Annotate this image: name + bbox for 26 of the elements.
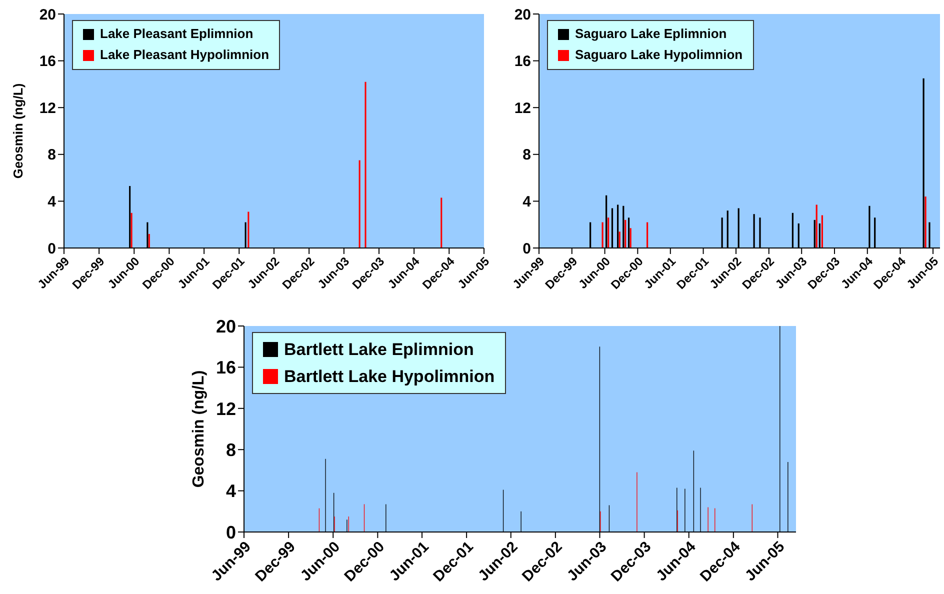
y-tick-label: 4: [48, 194, 57, 211]
y-tick-label: 20: [39, 6, 56, 24]
legend-label: Lake Pleasant Hypolimnion: [100, 46, 270, 64]
y-tick-label: 8: [522, 146, 531, 164]
y-tick-label: 4: [226, 481, 236, 502]
legend-label: Saguaro Lake Eplimnion: [575, 25, 727, 43]
legend-label: Lake Pleasant Eplimnion: [100, 25, 254, 43]
y-tick-label: 0: [48, 240, 56, 258]
legend-label: Saguaro Lake Hypolimnion: [575, 46, 743, 64]
y-tick-label: 0: [226, 522, 236, 542]
y-tick-label: 16: [39, 53, 56, 70]
y-tick-label: 12: [216, 398, 236, 419]
y-tick-label: 0: [522, 240, 531, 258]
y-tick-label: 16: [514, 53, 531, 70]
y-tick-label: 12: [39, 100, 56, 117]
y-tick-label: 8: [226, 440, 236, 460]
legend-label: Bartlett Lake Eplimnion: [284, 339, 474, 361]
y-tick-label: 20: [514, 6, 531, 24]
y-tick-label: 4: [522, 194, 532, 211]
legend-label: Bartlett Lake Hypolimnion: [284, 366, 495, 388]
y-tick-label: 20: [216, 316, 236, 336]
y-tick-label: 12: [514, 100, 531, 117]
y-axis-title: Geosmin (ng/L): [190, 370, 208, 488]
y-tick-label: 8: [48, 146, 56, 164]
y-axis-title: Geosmin (ng/L): [10, 83, 26, 179]
y-tick-label: 16: [216, 358, 236, 378]
